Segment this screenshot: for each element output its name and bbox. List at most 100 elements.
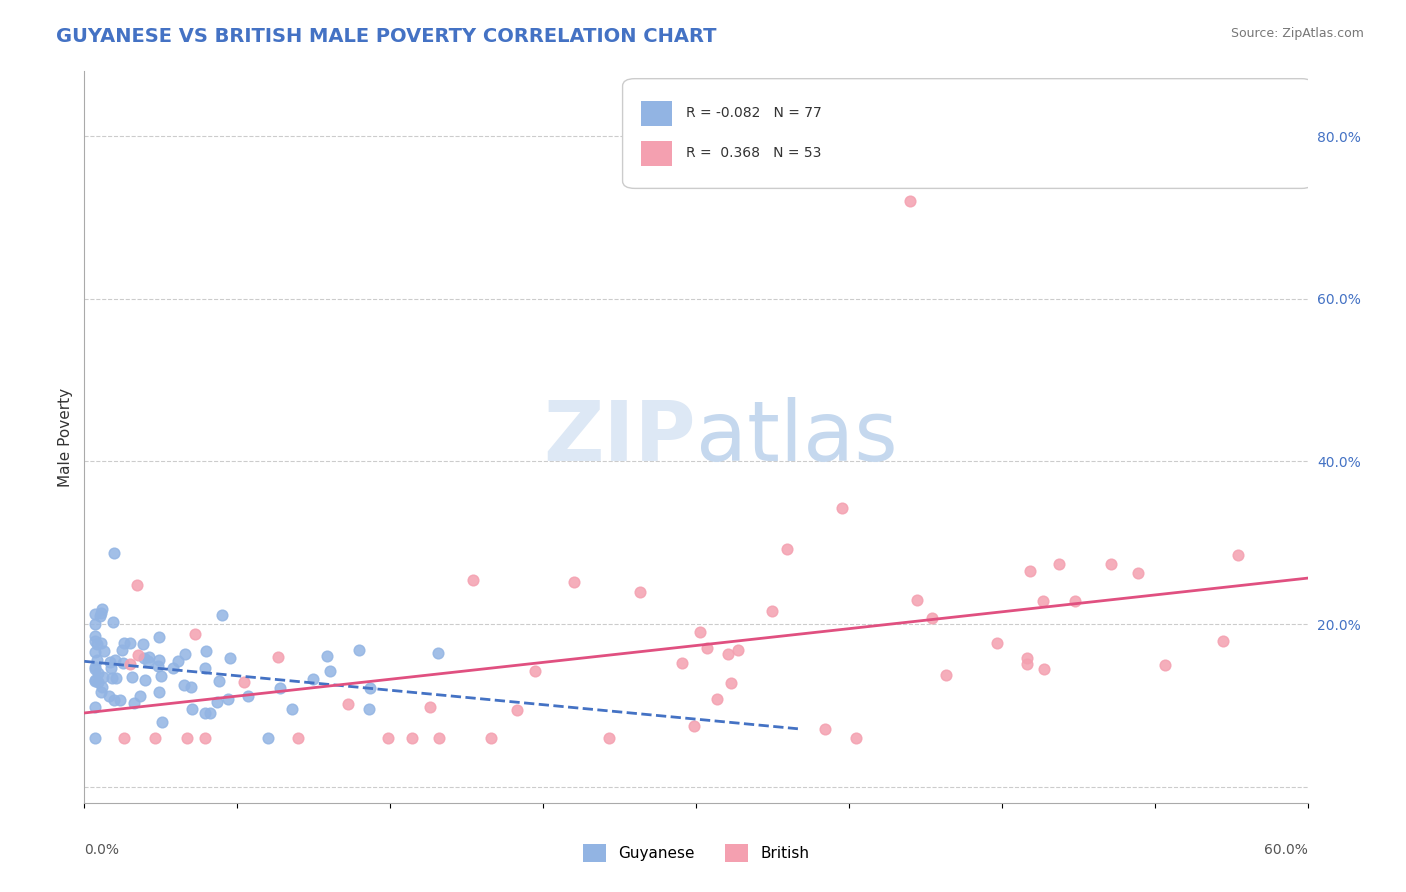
Point (217, 692, 239, 706)
Point (98, 656, 121, 670)
Text: Source: ZipAtlas.com: Source: ZipAtlas.com (1230, 27, 1364, 40)
Point (86, 637, 108, 651)
Point (208, 674, 231, 689)
Point (287, 731, 309, 745)
Text: R = -0.082   N = 77: R = -0.082 N = 77 (686, 106, 823, 120)
Point (194, 731, 217, 745)
Point (148, 684, 170, 698)
Point (761, 604, 783, 618)
Point (336, 697, 359, 711)
Point (831, 500, 853, 515)
Point (671, 656, 693, 670)
Point (87, 666, 110, 681)
Point (83, 645, 105, 659)
Point (359, 681, 381, 696)
Point (377, 731, 399, 745)
Point (219, 650, 242, 665)
Point (727, 643, 749, 657)
Point (90, 636, 112, 650)
Point (986, 636, 1008, 650)
Point (110, 642, 132, 657)
Point (935, 668, 957, 682)
Point (91, 670, 114, 684)
Point (114, 636, 136, 650)
Point (401, 731, 423, 745)
Point (1099, 558, 1122, 572)
Point (1047, 558, 1070, 572)
Point (907, 592, 929, 607)
Point (120, 657, 142, 671)
Point (83, 660, 105, 674)
Point (463, 573, 485, 587)
Point (105, 672, 128, 686)
Point (176, 731, 198, 745)
Point (87, 675, 110, 690)
Point (198, 706, 221, 720)
Point (101, 671, 124, 685)
Point (1212, 634, 1234, 648)
Point (101, 615, 124, 630)
Point (598, 731, 620, 745)
Point (86, 653, 108, 667)
Point (173, 647, 195, 661)
Y-axis label: Male Poverty: Male Poverty (58, 387, 73, 487)
Point (1227, 548, 1250, 562)
Point (138, 649, 160, 664)
Point (127, 648, 149, 663)
Point (717, 647, 740, 661)
Point (720, 676, 742, 690)
Point (180, 680, 202, 694)
Point (1015, 651, 1038, 665)
Point (162, 661, 184, 675)
Point (319, 664, 342, 678)
Point (83, 699, 105, 714)
Point (134, 651, 156, 665)
Point (129, 689, 152, 703)
Point (91, 601, 114, 615)
Point (419, 700, 441, 714)
Point (281, 701, 304, 715)
Text: GUYANESE VS BRITISH MALE POVERTY CORRELATION CHART: GUYANESE VS BRITISH MALE POVERTY CORRELA… (56, 27, 717, 45)
Point (83, 629, 105, 643)
Point (146, 658, 169, 673)
Point (83, 674, 105, 689)
Point (315, 649, 337, 664)
Text: atlas: atlas (696, 397, 897, 477)
Point (257, 731, 280, 745)
Text: ZIP: ZIP (544, 397, 696, 477)
Point (93, 643, 115, 657)
Point (183, 627, 205, 641)
Point (104, 653, 127, 667)
Point (173, 678, 195, 692)
Point (134, 673, 156, 687)
Point (776, 542, 799, 557)
Point (90, 685, 112, 699)
Point (506, 703, 529, 717)
Point (683, 719, 706, 733)
Legend: Guyanese, British: Guyanese, British (576, 838, 815, 868)
Bar (641, 141, 672, 167)
Point (167, 654, 190, 668)
Point (1126, 566, 1149, 581)
Point (122, 696, 145, 710)
Point (148, 653, 170, 667)
Point (180, 701, 202, 715)
Point (110, 693, 132, 707)
Point (121, 670, 143, 684)
Point (125, 577, 148, 591)
FancyBboxPatch shape (623, 78, 1313, 188)
Text: 60.0%: 60.0% (1264, 843, 1308, 857)
Point (84, 607, 107, 621)
Point (97, 690, 120, 704)
Point (143, 731, 166, 745)
Point (1019, 564, 1042, 578)
Bar (641, 101, 672, 127)
Point (1063, 594, 1085, 608)
Text: R =  0.368   N = 53: R = 0.368 N = 53 (686, 146, 821, 161)
Point (150, 715, 173, 730)
Point (194, 706, 217, 721)
Point (83, 616, 105, 631)
Point (1017, 657, 1039, 672)
Point (83, 673, 105, 687)
Point (195, 644, 218, 658)
